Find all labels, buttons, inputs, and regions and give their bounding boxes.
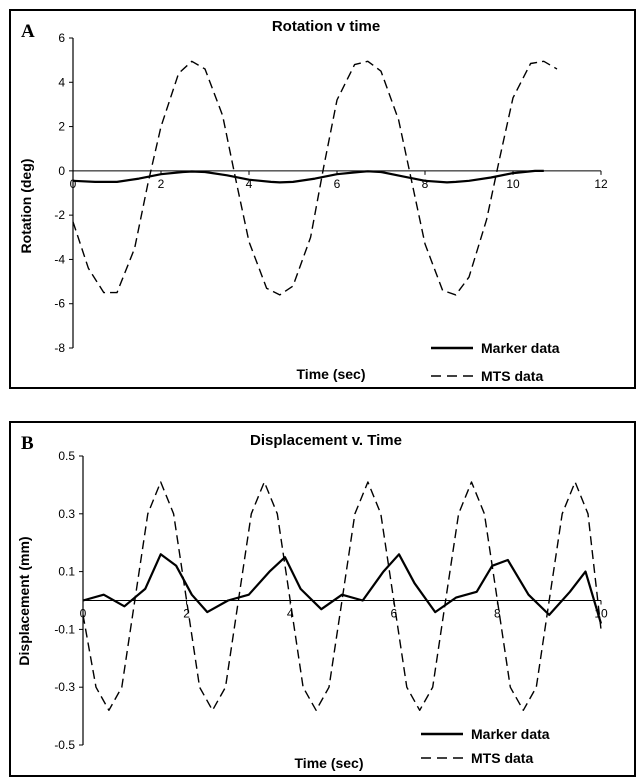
y-tick-label: 6	[58, 31, 65, 45]
x-tick-label: 6	[334, 177, 341, 191]
y-tick-label: 0	[58, 164, 65, 178]
y-axis-label: Rotation (deg)	[18, 159, 34, 254]
panel-letter: B	[21, 433, 34, 454]
y-tick-label: 0.3	[58, 507, 75, 521]
legend-label: MTS data	[481, 368, 543, 384]
y-tick-label: 0.5	[58, 449, 75, 463]
legend-label: Marker data	[481, 340, 560, 356]
x-tick-label: 2	[183, 607, 190, 621]
y-tick-label: 4	[58, 75, 65, 89]
x-tick-label: 0	[70, 177, 77, 191]
x-tick-label: 0	[80, 607, 87, 621]
chart-title: Rotation v time	[272, 18, 380, 35]
series-line-marker-data	[82, 553, 603, 624]
legend-label: MTS data	[471, 750, 533, 766]
y-axis-label: Displacement (mm)	[16, 536, 32, 665]
legend-label: Marker data	[471, 726, 550, 742]
y-tick-label: 2	[58, 120, 65, 134]
y-tick-label: -0.3	[54, 680, 75, 694]
y-tick-label: -2	[54, 208, 65, 222]
rotation-chart: A Rotation v time -8 -6 -4 -2 0 2 4 6 0 2 4 6 8 10 12 Tim…	[18, 18, 608, 384]
x-axis-label: Time (sec)	[297, 366, 366, 382]
panel-b: B Displacement v. Time -0.5 -0.3 -0.1 0.1 0.3 0…	[9, 421, 636, 777]
series-line-mts-data	[72, 60, 558, 296]
y-tick-label: -0.1	[54, 622, 75, 636]
y-tick-label: 0.1	[58, 565, 75, 579]
x-tick-label: 4	[246, 177, 253, 191]
series-line-marker-data	[72, 169, 544, 184]
x-tick-label: 12	[594, 177, 608, 191]
x-tick-label: 6	[390, 607, 397, 621]
x-axis-label: Time (sec)	[295, 755, 364, 771]
x-tick-label: 2	[158, 177, 165, 191]
y-tick-label: -6	[54, 297, 65, 311]
panel-letter: A	[21, 21, 35, 42]
series-line-mts-data	[82, 481, 602, 711]
y-tick-label: -8	[54, 341, 65, 355]
chart-title: Displacement v. Time	[250, 432, 402, 449]
x-tick-label: 10	[506, 177, 520, 191]
y-tick-label: -0.5	[54, 738, 75, 752]
x-tick-label: 8	[422, 177, 429, 191]
displacement-chart: B Displacement v. Time -0.5 -0.3 -0.1 0.1 0.3 0…	[16, 432, 608, 771]
x-tick-label: 4	[287, 607, 294, 621]
y-tick-label: -4	[54, 252, 65, 266]
panel-a: A Rotation v time -8 -6 -4 -2 0 2 4 6 0 2 4 6 8 10 12 Tim…	[9, 9, 636, 389]
x-tick-label: 8	[494, 607, 501, 621]
